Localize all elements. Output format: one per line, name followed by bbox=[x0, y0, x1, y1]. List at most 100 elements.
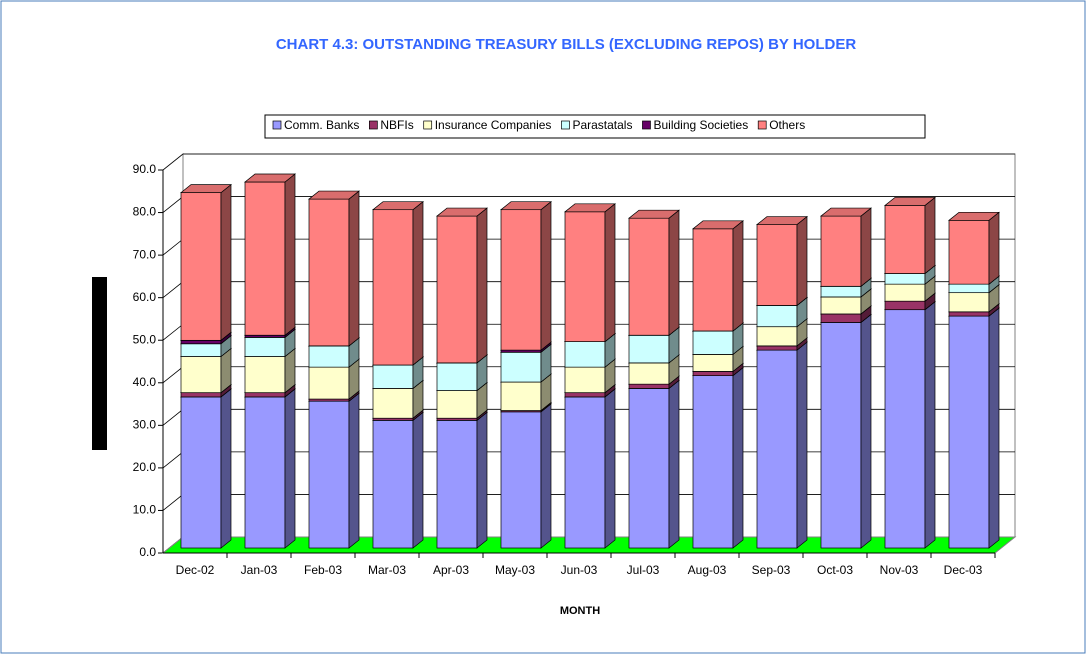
bar-front bbox=[564, 211, 606, 342]
y-tick-label: 70.0 bbox=[133, 247, 157, 261]
bar-front bbox=[564, 396, 606, 549]
bar-segment bbox=[500, 403, 552, 549]
bar-side bbox=[540, 200, 552, 351]
bar-top bbox=[372, 201, 424, 211]
y-tick-label: 0.0 bbox=[139, 545, 156, 559]
bar-front bbox=[820, 313, 862, 323]
bar-segment bbox=[564, 388, 616, 549]
bar-front bbox=[692, 354, 734, 372]
legend-label: Insurance Companies bbox=[435, 118, 552, 132]
legend-label: NBFIs bbox=[380, 118, 413, 132]
bar-segment bbox=[244, 388, 296, 549]
bar-front bbox=[564, 366, 606, 394]
y-tick-label: 30.0 bbox=[133, 418, 157, 432]
legend-swatch bbox=[561, 120, 570, 130]
bar-front bbox=[564, 341, 606, 368]
bar-top bbox=[692, 220, 744, 230]
bar-segment bbox=[308, 358, 360, 400]
bar-front bbox=[180, 396, 222, 549]
bar-front bbox=[628, 388, 670, 549]
bar-top bbox=[244, 173, 296, 183]
x-tick-label: Apr-03 bbox=[433, 563, 469, 577]
bar-side bbox=[604, 388, 616, 549]
bar-segment bbox=[756, 341, 808, 549]
x-tick-label: Jun-03 bbox=[561, 563, 598, 577]
bar-front bbox=[436, 215, 478, 364]
bar-segment bbox=[308, 392, 360, 549]
bar-front bbox=[244, 396, 286, 549]
bar-front bbox=[308, 198, 350, 347]
bar-side bbox=[924, 300, 936, 549]
bar-segment bbox=[692, 366, 744, 549]
bar-segment bbox=[628, 209, 680, 336]
x-tick-label: Jul-03 bbox=[627, 563, 660, 577]
bar-front bbox=[948, 283, 990, 294]
bar-front bbox=[244, 337, 286, 357]
y-tick-label: 80.0 bbox=[133, 205, 157, 219]
bar-top bbox=[756, 216, 808, 225]
bar-front bbox=[756, 305, 798, 328]
bar-segment bbox=[372, 411, 424, 549]
bar-side bbox=[412, 411, 424, 549]
bar-front bbox=[372, 419, 414, 549]
bar-side bbox=[988, 211, 1000, 285]
y-tick-label: 20.0 bbox=[133, 460, 157, 474]
bar-segment bbox=[564, 358, 616, 394]
x-tick-label: Oct-03 bbox=[817, 563, 853, 577]
side-wall bbox=[162, 152, 184, 555]
x-tick-label: Nov-03 bbox=[880, 563, 919, 577]
bar-segment bbox=[756, 215, 808, 307]
y-tick-label: 90.0 bbox=[133, 162, 157, 176]
bar-segment bbox=[180, 183, 232, 342]
bar-front bbox=[500, 381, 542, 411]
legend-swatch bbox=[423, 120, 433, 130]
y-tick-label: 60.0 bbox=[133, 290, 157, 304]
bar-front bbox=[180, 356, 222, 394]
bar-side bbox=[860, 313, 872, 549]
x-tick-label: Mar-03 bbox=[368, 563, 406, 577]
x-tick-label: Sep-03 bbox=[752, 563, 791, 577]
bar-front bbox=[692, 330, 734, 355]
bar-segment bbox=[308, 190, 360, 347]
bar-segment bbox=[820, 313, 872, 549]
bar-front bbox=[948, 292, 990, 313]
bar-front bbox=[820, 215, 862, 287]
bar-side bbox=[220, 183, 232, 342]
bar-side bbox=[284, 173, 296, 336]
bar-side bbox=[476, 207, 488, 364]
bar-front bbox=[180, 192, 222, 341]
x-tick-label: Feb-03 bbox=[304, 563, 342, 577]
bar-segment bbox=[180, 388, 232, 549]
bar-top bbox=[820, 207, 872, 217]
bar-front bbox=[180, 343, 222, 357]
legend-label: Building Societies bbox=[653, 118, 748, 132]
bar-front bbox=[436, 362, 478, 391]
bar-top bbox=[884, 197, 936, 206]
bar-top bbox=[436, 207, 488, 217]
bar-front bbox=[372, 388, 414, 419]
bar-segment bbox=[436, 207, 488, 364]
bar-front bbox=[692, 371, 734, 376]
bar-front bbox=[756, 224, 798, 306]
bar-side bbox=[348, 190, 360, 347]
y-tick-label: 50.0 bbox=[133, 332, 157, 346]
bar-front bbox=[180, 392, 222, 398]
bar-side bbox=[604, 203, 616, 343]
y-tick-label: 10.0 bbox=[133, 503, 157, 517]
bar-front bbox=[756, 345, 798, 351]
bar-side bbox=[348, 392, 360, 549]
x-tick-label: Aug-03 bbox=[688, 563, 727, 577]
bar-front bbox=[628, 362, 670, 385]
bar-top bbox=[500, 201, 552, 211]
bar-front bbox=[500, 209, 542, 351]
bar-top bbox=[180, 184, 232, 194]
bar-front bbox=[884, 283, 926, 302]
bar-side bbox=[668, 209, 680, 336]
bar-segment bbox=[692, 220, 744, 332]
x-tick-label: May-03 bbox=[495, 563, 535, 577]
x-tick-label: Dec-02 bbox=[176, 563, 215, 577]
bar-side bbox=[796, 341, 808, 549]
bar-front bbox=[948, 311, 990, 317]
bar-segment bbox=[564, 203, 616, 343]
